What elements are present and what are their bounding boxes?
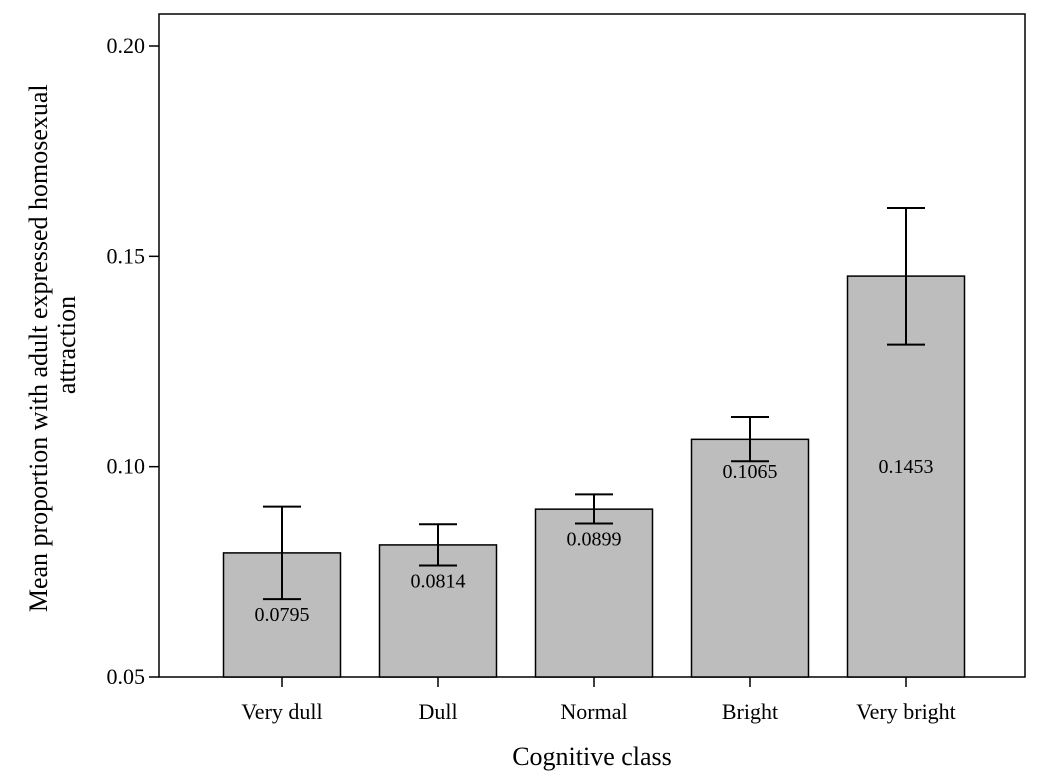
bar-bright [690, 438, 810, 678]
y-axis-title-line-2: attraction [52, 296, 81, 394]
bar-dull [378, 544, 498, 678]
y-tick-label: 0.15 [107, 243, 146, 268]
bars: 0.0795 0.0814 0.0899 0.1065 0.1453 [222, 206, 966, 678]
x-tick-label: Normal [560, 699, 627, 724]
x-tick-label: Very bright [856, 699, 956, 724]
bar-value-label: 0.1453 [879, 456, 934, 478]
bar-value-label: 0.1065 [723, 461, 778, 483]
x-tick-label: Very dull [241, 699, 322, 724]
y-tick-label: 0.05 [107, 664, 146, 689]
bar-value-label: 0.0795 [255, 604, 310, 626]
y-axis-title-line-1: Mean proportion with adult expressed hom… [24, 84, 53, 612]
x-tick-label: Bright [722, 699, 778, 724]
bar-value-label: 0.0814 [411, 571, 466, 593]
x-axis-title: Cognitive class [512, 742, 672, 771]
x-axis: Very dull Dull Normal Bright Very bright [241, 677, 956, 724]
y-axis-title: Mean proportion with adult expressed hom… [24, 78, 81, 612]
bar-value-label: 0.0899 [567, 528, 622, 550]
y-tick-label: 0.20 [107, 33, 146, 58]
x-tick-label: Dull [418, 699, 457, 724]
y-tick-label: 0.10 [107, 454, 146, 479]
bar-normal [534, 508, 654, 678]
y-axis: 0.05 0.10 0.15 0.20 [107, 33, 159, 689]
